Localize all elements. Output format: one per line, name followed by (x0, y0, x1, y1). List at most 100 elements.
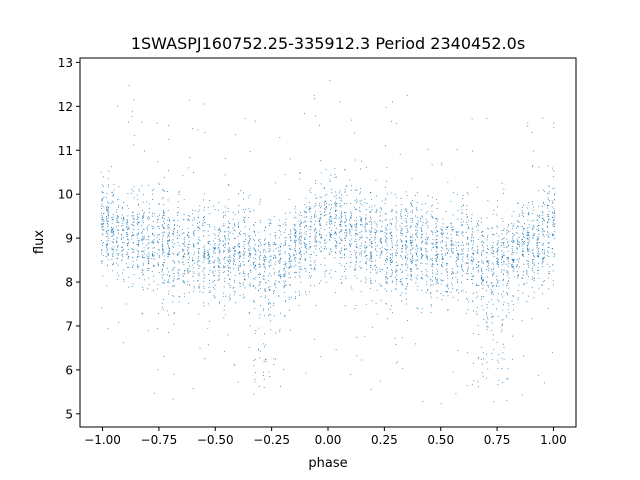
data-point (234, 237, 236, 239)
data-point (132, 257, 133, 259)
data-point (354, 226, 356, 228)
data-point (329, 216, 331, 218)
data-point (481, 234, 483, 236)
data-point (248, 347, 250, 348)
data-point (121, 222, 123, 224)
data-point (481, 276, 483, 278)
data-point (351, 238, 353, 240)
data-point (465, 312, 467, 314)
data-point (503, 269, 505, 271)
data-point (163, 274, 165, 275)
data-point (411, 178, 413, 180)
data-point (138, 188, 140, 190)
data-point (146, 244, 148, 246)
data-point (108, 202, 110, 204)
data-point (344, 240, 346, 241)
data-point (147, 236, 149, 237)
data-point (517, 242, 519, 244)
data-point (345, 237, 347, 239)
data-point (275, 234, 277, 236)
data-point (295, 230, 297, 232)
data-point (532, 236, 534, 238)
data-point (308, 291, 310, 293)
data-point (101, 219, 103, 221)
data-point (371, 237, 373, 238)
data-point (359, 210, 361, 212)
data-point (421, 255, 423, 257)
data-point (482, 280, 484, 281)
data-point (365, 219, 366, 221)
data-point (473, 293, 474, 294)
data-point (107, 222, 108, 224)
data-point (311, 221, 313, 223)
data-point (397, 245, 399, 247)
data-point (331, 229, 333, 231)
data-point (300, 246, 302, 248)
data-point (389, 219, 391, 221)
data-point (141, 218, 143, 220)
data-point (476, 314, 478, 315)
data-point (338, 232, 340, 234)
data-point (183, 256, 185, 258)
data-point (512, 258, 514, 260)
data-point (118, 229, 120, 231)
data-point (547, 197, 549, 199)
data-point (487, 228, 489, 230)
data-point (148, 211, 150, 213)
data-point (335, 205, 337, 207)
data-point (222, 240, 224, 242)
data-point (496, 244, 498, 246)
data-point (224, 244, 226, 245)
data-point (384, 248, 386, 250)
data-point (552, 270, 554, 272)
data-point (375, 222, 377, 224)
data-point (391, 210, 393, 212)
data-point (477, 269, 479, 271)
data-point (289, 309, 291, 311)
data-point (420, 228, 422, 230)
data-point (225, 314, 226, 316)
data-point (187, 219, 189, 221)
data-point (164, 231, 166, 233)
data-point (289, 235, 291, 237)
data-point (456, 259, 458, 261)
data-point (148, 254, 150, 256)
data-point (435, 223, 437, 225)
data-point (536, 226, 538, 228)
data-point (345, 278, 347, 279)
data-point (243, 198, 245, 200)
data-point (391, 240, 393, 242)
data-point (437, 278, 439, 280)
data-point (410, 204, 412, 206)
data-point (410, 258, 411, 260)
data-point (128, 227, 130, 229)
data-point (167, 234, 169, 236)
data-point (532, 150, 534, 152)
data-point (299, 223, 301, 225)
data-point (283, 292, 285, 294)
data-point (284, 244, 286, 246)
data-point (463, 205, 465, 206)
data-point (496, 257, 498, 259)
data-point (375, 212, 377, 214)
data-point (493, 272, 495, 274)
data-point (113, 251, 115, 253)
data-point (157, 283, 159, 285)
data-point (385, 239, 387, 241)
data-point (284, 273, 286, 274)
data-point (310, 268, 312, 270)
data-point (123, 280, 125, 282)
data-point (278, 271, 280, 273)
data-point (229, 287, 231, 289)
data-point (511, 240, 513, 242)
data-point (294, 239, 295, 241)
data-point (137, 237, 138, 239)
data-point (400, 198, 402, 199)
data-point (426, 257, 428, 259)
data-point (502, 284, 504, 286)
data-point (421, 312, 423, 314)
data-point (253, 230, 255, 232)
data-point (405, 236, 407, 238)
data-point (285, 301, 286, 303)
data-point (117, 216, 119, 218)
